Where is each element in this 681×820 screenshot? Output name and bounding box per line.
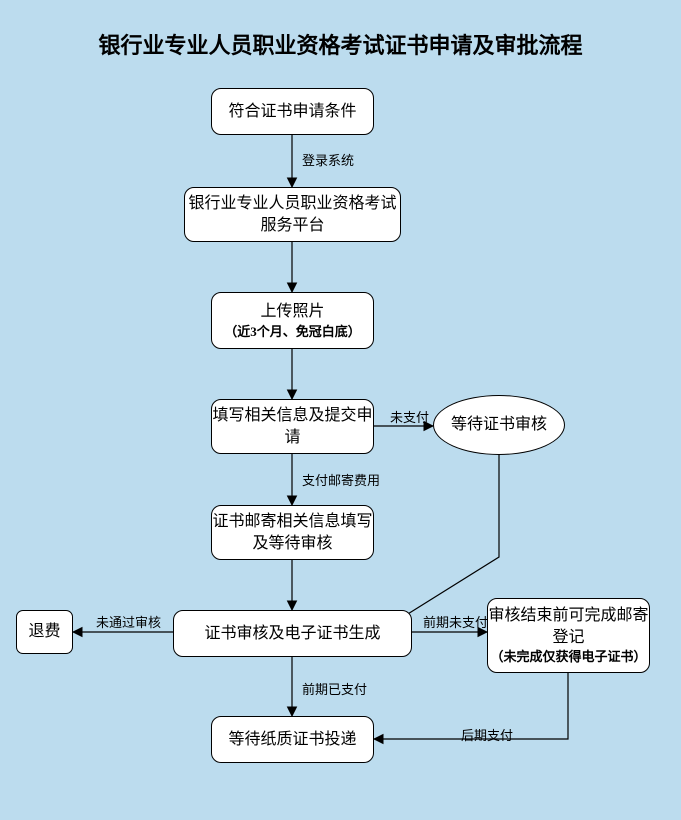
node-refund: 退费 xyxy=(16,610,73,654)
edge-label-pay-mail: 支付邮寄费用 xyxy=(302,470,380,489)
page-title: 银行业专业人员职业资格考试证书申请及审批流程 xyxy=(0,28,681,60)
node-label: 等待证书审核 xyxy=(451,414,547,436)
node-label: 退费 xyxy=(28,621,60,643)
edge-label-fail-review: 未通过审核 xyxy=(96,612,161,631)
node-label: 上传照片 xyxy=(260,301,324,323)
node-wait-review: 等待证书审核 xyxy=(433,395,565,455)
node-finish-mail-reg: 审核结束前可完成邮寄登记 （未完成仅获得电子证书） xyxy=(487,598,650,673)
node-label: 证书审核及电子证书生成 xyxy=(204,623,380,645)
edge xyxy=(395,455,499,622)
edge-label-unpaid: 未支付 xyxy=(390,407,429,426)
edge-label-prev-unpaid: 前期未支付 xyxy=(423,612,488,631)
edge-label-login: 登录系统 xyxy=(302,150,354,169)
node-label: 等待纸质证书投递 xyxy=(228,729,356,751)
node-review-generate: 证书审核及电子证书生成 xyxy=(173,610,412,657)
edge-label-prev-paid: 前期已支付 xyxy=(302,679,367,698)
node-fill-info: 填写相关信息及提交申请 xyxy=(211,399,374,454)
node-platform: 银行业专业人员职业资格考试服务平台 xyxy=(184,187,401,242)
edge-label-later-pay: 后期支付 xyxy=(461,725,513,744)
node-label: 银行业专业人员职业资格考试服务平台 xyxy=(185,193,400,236)
node-label: 审核结束前可完成邮寄登记 xyxy=(488,605,649,648)
node-label: 符合证书申请条件 xyxy=(228,101,356,123)
node-label: 证书邮寄相关信息填写及等待审核 xyxy=(212,511,373,554)
node-eligible: 符合证书申请条件 xyxy=(211,88,374,135)
node-wait-paper: 等待纸质证书投递 xyxy=(211,716,374,763)
node-upload-photo: 上传照片 （近3个月、免冠白底） xyxy=(211,292,374,349)
node-sublabel: （未完成仅获得电子证书） xyxy=(490,648,646,666)
node-label: 填写相关信息及提交申请 xyxy=(212,405,373,448)
node-mail-info: 证书邮寄相关信息填写及等待审核 xyxy=(211,505,374,560)
node-sublabel: （近3个月、免冠白底） xyxy=(224,323,361,341)
